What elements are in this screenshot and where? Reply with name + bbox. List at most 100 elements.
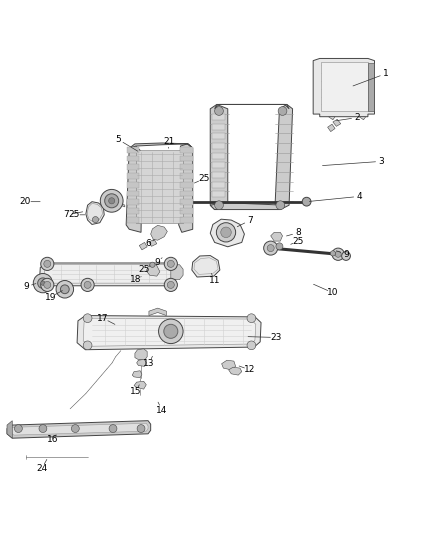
Circle shape	[264, 241, 278, 255]
Bar	[212, 172, 225, 178]
Bar	[127, 199, 139, 205]
Circle shape	[83, 341, 92, 350]
Text: 8: 8	[295, 228, 301, 237]
Circle shape	[83, 314, 92, 322]
Circle shape	[330, 251, 336, 256]
Circle shape	[167, 281, 174, 288]
Bar	[180, 217, 193, 223]
Bar	[212, 114, 225, 120]
Circle shape	[92, 216, 99, 223]
Polygon shape	[44, 264, 174, 283]
Bar	[212, 124, 225, 130]
Text: 15: 15	[130, 387, 141, 396]
Polygon shape	[134, 381, 146, 389]
Bar	[180, 147, 193, 152]
Text: 1: 1	[382, 69, 389, 78]
Bar	[127, 191, 139, 197]
Circle shape	[221, 227, 231, 238]
Text: 25: 25	[139, 264, 150, 273]
Circle shape	[276, 201, 285, 209]
Bar	[136, 150, 183, 223]
Text: 9: 9	[154, 257, 160, 266]
Polygon shape	[328, 124, 335, 132]
Circle shape	[41, 257, 54, 270]
Polygon shape	[222, 360, 236, 370]
Bar	[212, 191, 225, 197]
Circle shape	[84, 281, 91, 288]
Polygon shape	[77, 316, 261, 350]
Polygon shape	[87, 204, 102, 222]
Circle shape	[41, 278, 54, 292]
Bar	[212, 162, 225, 168]
Circle shape	[100, 189, 123, 212]
Text: 6: 6	[145, 239, 151, 248]
Polygon shape	[137, 359, 146, 366]
Polygon shape	[333, 119, 341, 126]
Polygon shape	[7, 421, 151, 438]
Polygon shape	[151, 225, 167, 240]
Circle shape	[71, 425, 79, 432]
Circle shape	[151, 197, 160, 206]
Circle shape	[164, 278, 177, 292]
Polygon shape	[328, 117, 335, 120]
Text: 13: 13	[143, 359, 155, 368]
Bar	[180, 208, 193, 214]
Circle shape	[215, 201, 223, 209]
Text: 7: 7	[64, 211, 70, 219]
Text: 16: 16	[47, 434, 58, 443]
Text: 25: 25	[292, 237, 304, 246]
Circle shape	[109, 198, 115, 204]
Circle shape	[247, 341, 256, 350]
Circle shape	[38, 278, 48, 288]
Text: 10: 10	[327, 288, 339, 297]
Circle shape	[39, 425, 47, 432]
Bar	[127, 165, 139, 170]
Polygon shape	[132, 371, 142, 378]
Polygon shape	[359, 117, 366, 120]
Circle shape	[335, 251, 341, 257]
Polygon shape	[210, 203, 285, 209]
Circle shape	[278, 107, 287, 115]
Circle shape	[332, 248, 344, 260]
Bar	[180, 182, 193, 188]
Circle shape	[302, 197, 311, 206]
Bar	[212, 133, 225, 140]
Text: 9: 9	[23, 282, 29, 291]
Bar	[212, 182, 225, 188]
Circle shape	[81, 278, 94, 292]
Circle shape	[159, 319, 183, 344]
Polygon shape	[10, 423, 148, 435]
Circle shape	[150, 262, 155, 268]
Polygon shape	[210, 104, 228, 209]
Circle shape	[247, 314, 256, 322]
Text: 24: 24	[36, 464, 47, 473]
Text: 18: 18	[130, 275, 141, 284]
Text: 9: 9	[343, 250, 349, 259]
Bar	[127, 182, 139, 188]
Polygon shape	[313, 59, 374, 117]
Text: 17: 17	[97, 314, 109, 322]
Text: 20: 20	[20, 197, 31, 206]
Text: 4: 4	[357, 192, 362, 201]
Circle shape	[167, 260, 174, 268]
Bar	[212, 143, 225, 149]
Text: 25: 25	[198, 174, 209, 183]
Polygon shape	[112, 203, 125, 207]
Bar	[127, 217, 139, 223]
Polygon shape	[275, 104, 293, 209]
Text: 23: 23	[270, 333, 282, 342]
Bar	[180, 199, 193, 205]
Polygon shape	[229, 367, 242, 375]
Polygon shape	[171, 265, 183, 280]
Polygon shape	[271, 232, 283, 241]
Polygon shape	[83, 318, 256, 346]
Text: 3: 3	[378, 157, 384, 166]
Circle shape	[276, 243, 283, 250]
Circle shape	[105, 194, 119, 208]
Circle shape	[44, 281, 51, 288]
Bar	[180, 165, 193, 170]
Polygon shape	[7, 421, 12, 438]
Polygon shape	[192, 255, 220, 277]
Text: 25: 25	[69, 211, 80, 219]
Circle shape	[44, 260, 51, 268]
